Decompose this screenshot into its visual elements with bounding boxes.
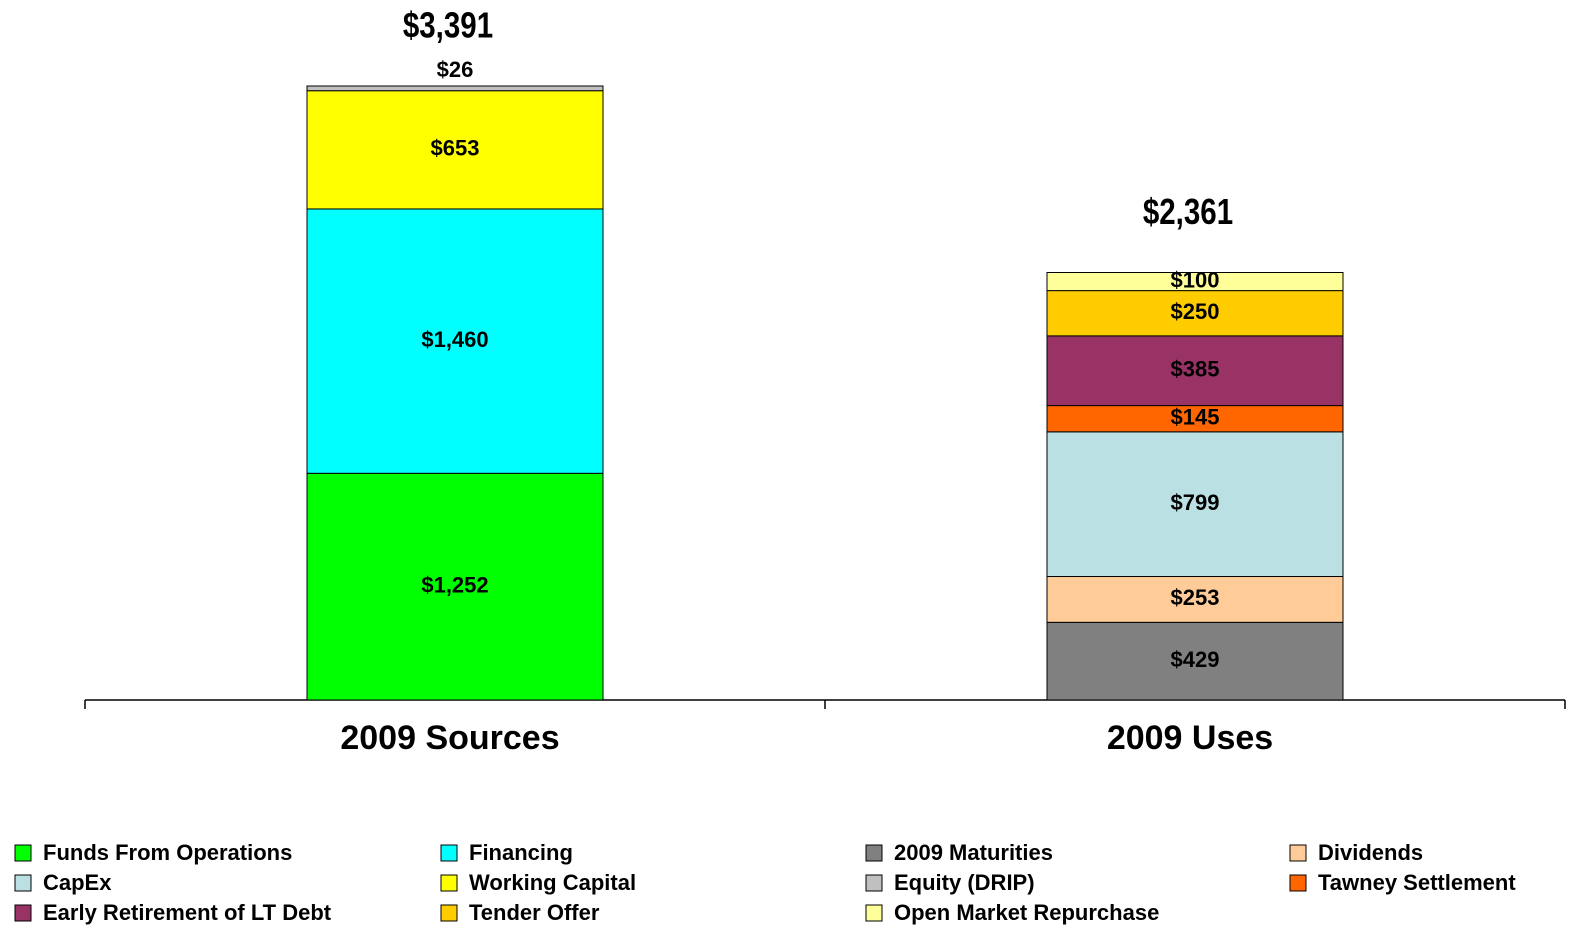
bar-segment [1046, 431, 1344, 578]
legend-swatch [865, 844, 883, 862]
data-label: $799 [1171, 490, 1220, 515]
legend-swatch [440, 874, 458, 892]
data-label: $429 [1171, 647, 1220, 672]
x-tick-label: 2009 Sources [340, 719, 559, 757]
bar-segment [306, 90, 604, 210]
data-label: $385 [1171, 357, 1220, 382]
legend-swatch [440, 904, 458, 922]
bar-segment [1046, 576, 1344, 623]
legend-label: Tawney Settlement [1318, 870, 1516, 895]
bar-segment [1046, 290, 1344, 337]
legend-label: 2009 Maturities [894, 840, 1053, 865]
data-label: $145 [1171, 405, 1220, 430]
bar-segment [1046, 271, 1344, 292]
legend-label: CapEx [43, 870, 112, 895]
bar-segment [1046, 405, 1344, 433]
legend-swatch [14, 904, 32, 922]
bar-segment [306, 85, 604, 92]
total-label: $3,391 [403, 5, 493, 45]
bar-segment [306, 208, 604, 474]
legend-label: Early Retirement of LT Debt [43, 900, 332, 925]
x-tick-label: 2009 Uses [1107, 719, 1273, 757]
legend-label: Financing [469, 840, 573, 865]
legend-label: Dividends [1318, 840, 1423, 865]
legend-swatch [14, 844, 32, 862]
legend-swatch [865, 874, 883, 892]
legend-swatch [14, 874, 32, 892]
legend-swatch [1289, 844, 1307, 862]
bar-segment [1046, 621, 1344, 701]
bar-segment [1046, 335, 1344, 407]
legend-label: Tender Offer [469, 900, 600, 925]
data-label: $250 [1171, 299, 1220, 324]
data-label: $1,252 [421, 572, 488, 597]
data-label: $100 [1171, 267, 1220, 292]
data-label: $253 [1171, 585, 1220, 610]
legend-label: Funds From Operations [43, 840, 292, 865]
legend-label: Open Market Repurchase [894, 900, 1159, 925]
legend-label: Equity (DRIP) [894, 870, 1035, 895]
data-label: $653 [431, 136, 480, 161]
legend-swatch [1289, 874, 1307, 892]
total-label: $2,361 [1143, 191, 1233, 231]
data-label: $1,460 [421, 327, 488, 352]
legend-swatch [440, 844, 458, 862]
bar-segment [306, 472, 604, 701]
legend-swatch [865, 904, 883, 922]
data-label: $26 [437, 57, 474, 82]
legend-label: Working Capital [469, 870, 636, 895]
